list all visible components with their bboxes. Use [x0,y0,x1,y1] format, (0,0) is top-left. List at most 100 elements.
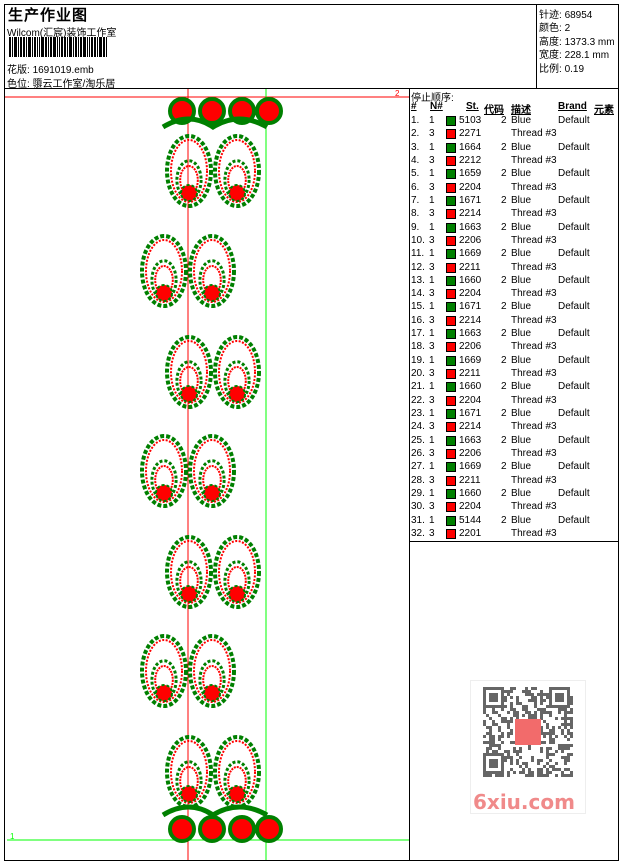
row-brand: Default [558,461,590,473]
row-description: Blue [511,461,532,473]
motif-center [203,484,221,502]
crown-arc [161,116,269,130]
colors-info: 颜色: 2 [539,23,571,35]
motif-center [155,284,173,302]
row-stitches: 2214 [459,421,482,433]
inner-oval [198,659,226,701]
row-needle: 3 [429,474,435,486]
color-position: 色位: 隳云工作室/淘乐居 [7,75,115,90]
motif-center [203,284,221,302]
row-description: Thread #3 [511,527,557,539]
oval-outline [188,434,236,508]
row-index: 14. [411,288,425,300]
motif-center [180,585,198,603]
inner-oval [223,760,251,802]
row-code: 2 [501,328,507,340]
row-needle: 1 [429,274,435,286]
file-value: 1691019.emb [32,65,94,76]
row-brand: Default [558,487,590,499]
row-description: Blue [511,301,532,313]
crown-flower [198,815,226,843]
row-needle: 1 [429,434,435,446]
row-index: 6. [411,181,420,193]
table-row: 17. 1 1663 2 Blue Default [410,328,618,341]
table-row: 8. 3 2214 Thread #3 [410,208,618,221]
row-needle: 1 [429,514,435,526]
color-swatch [446,222,456,233]
color-swatch [446,342,456,353]
row-needle: 3 [429,261,435,273]
row-needle: 3 [429,527,435,539]
row-index: 18. [411,341,425,353]
color-swatch [446,302,456,313]
header-divider [4,88,619,89]
row-index: 12. [411,261,425,273]
stop-sequence-panel: 停止顺序: # N# St. 代码 描述 Brand 元素 1. 1 5103 … [410,89,618,541]
row-index: 16. [411,314,425,326]
row-index: 9. [411,221,420,233]
stitches-info: 针迹: 68954 [539,10,593,21]
row-stitches: 1659 [459,168,482,180]
table-row: 18. 3 2206 Thread #3 [410,341,618,354]
row-needle: 3 [429,128,435,140]
row-stitches: 2206 [459,448,482,459]
row-stitches: 2212 [459,154,482,166]
color-swatch [446,382,456,393]
inner-oval [175,560,203,602]
oval-outline [188,234,236,308]
row-brand: Default [558,168,590,180]
row-stitches: 2206 [459,234,482,246]
color-swatch [446,262,456,273]
table-row: 15. 1 1671 2 Blue Default [410,301,618,314]
color-swatch [446,488,456,499]
color-swatch [446,515,456,526]
row-index: 24. [411,421,425,433]
table-row: 28. 3 2211 Thread #3 [410,475,618,488]
oval-outline [213,335,261,409]
row-code: 2 [501,274,507,286]
row-needle: 3 [429,181,435,193]
row-description: Blue [511,514,532,526]
row-code: 2 [501,141,507,153]
panel-divider [409,88,410,861]
row-stitches: 2271 [459,128,482,140]
color-swatch [446,169,456,180]
table-row: 5. 1 1659 2 Blue Default [410,168,618,181]
row-stitches: 1671 [459,408,482,420]
row-stitches: 1663 [459,434,482,446]
row-brand: Default [558,115,590,126]
table-row: 32. 3 2201 Thread #3 [410,528,618,541]
row-code: 2 [501,221,507,233]
row-index: 25. [411,434,425,446]
table-row: 31. 1 5144 2 Blue Default [410,515,618,528]
row-index: 15. [411,301,425,313]
row-code: 2 [501,168,507,180]
row-stitches: 2211 [459,368,481,380]
table-row: 14. 3 2204 Thread #3 [410,288,618,301]
row-brand: Default [558,141,590,153]
row-needle: 1 [429,461,435,473]
table-row: 7. 1 1671 2 Blue Default [410,195,618,208]
oval-fill [170,340,208,404]
row-index: 32. [411,527,425,539]
crown-flower [228,815,256,843]
row-stitches: 2206 [459,341,482,353]
row-index: 20. [411,368,425,380]
color-swatch [446,195,456,206]
color-swatch [446,355,456,366]
row-needle: 1 [429,354,435,366]
row-description: Blue [511,408,532,420]
inner-oval [223,360,251,402]
row-needle: 1 [429,381,435,393]
design-info: 针迹: 68954 颜色: 2 高度: 1373.3 mm 宽度: 228.1 … [536,4,619,89]
row-index: 28. [411,474,425,486]
table-row: 29. 1 1660 2 Blue Default [410,488,618,501]
row-description: Blue [511,434,532,446]
row-index: 23. [411,408,425,420]
row-stitches: 1671 [459,194,482,206]
row-description: Blue [511,248,532,260]
row-description: Thread #3 [511,341,557,353]
row-needle: 3 [429,448,435,459]
oval-outline [213,535,261,609]
table-end-divider [410,541,618,542]
